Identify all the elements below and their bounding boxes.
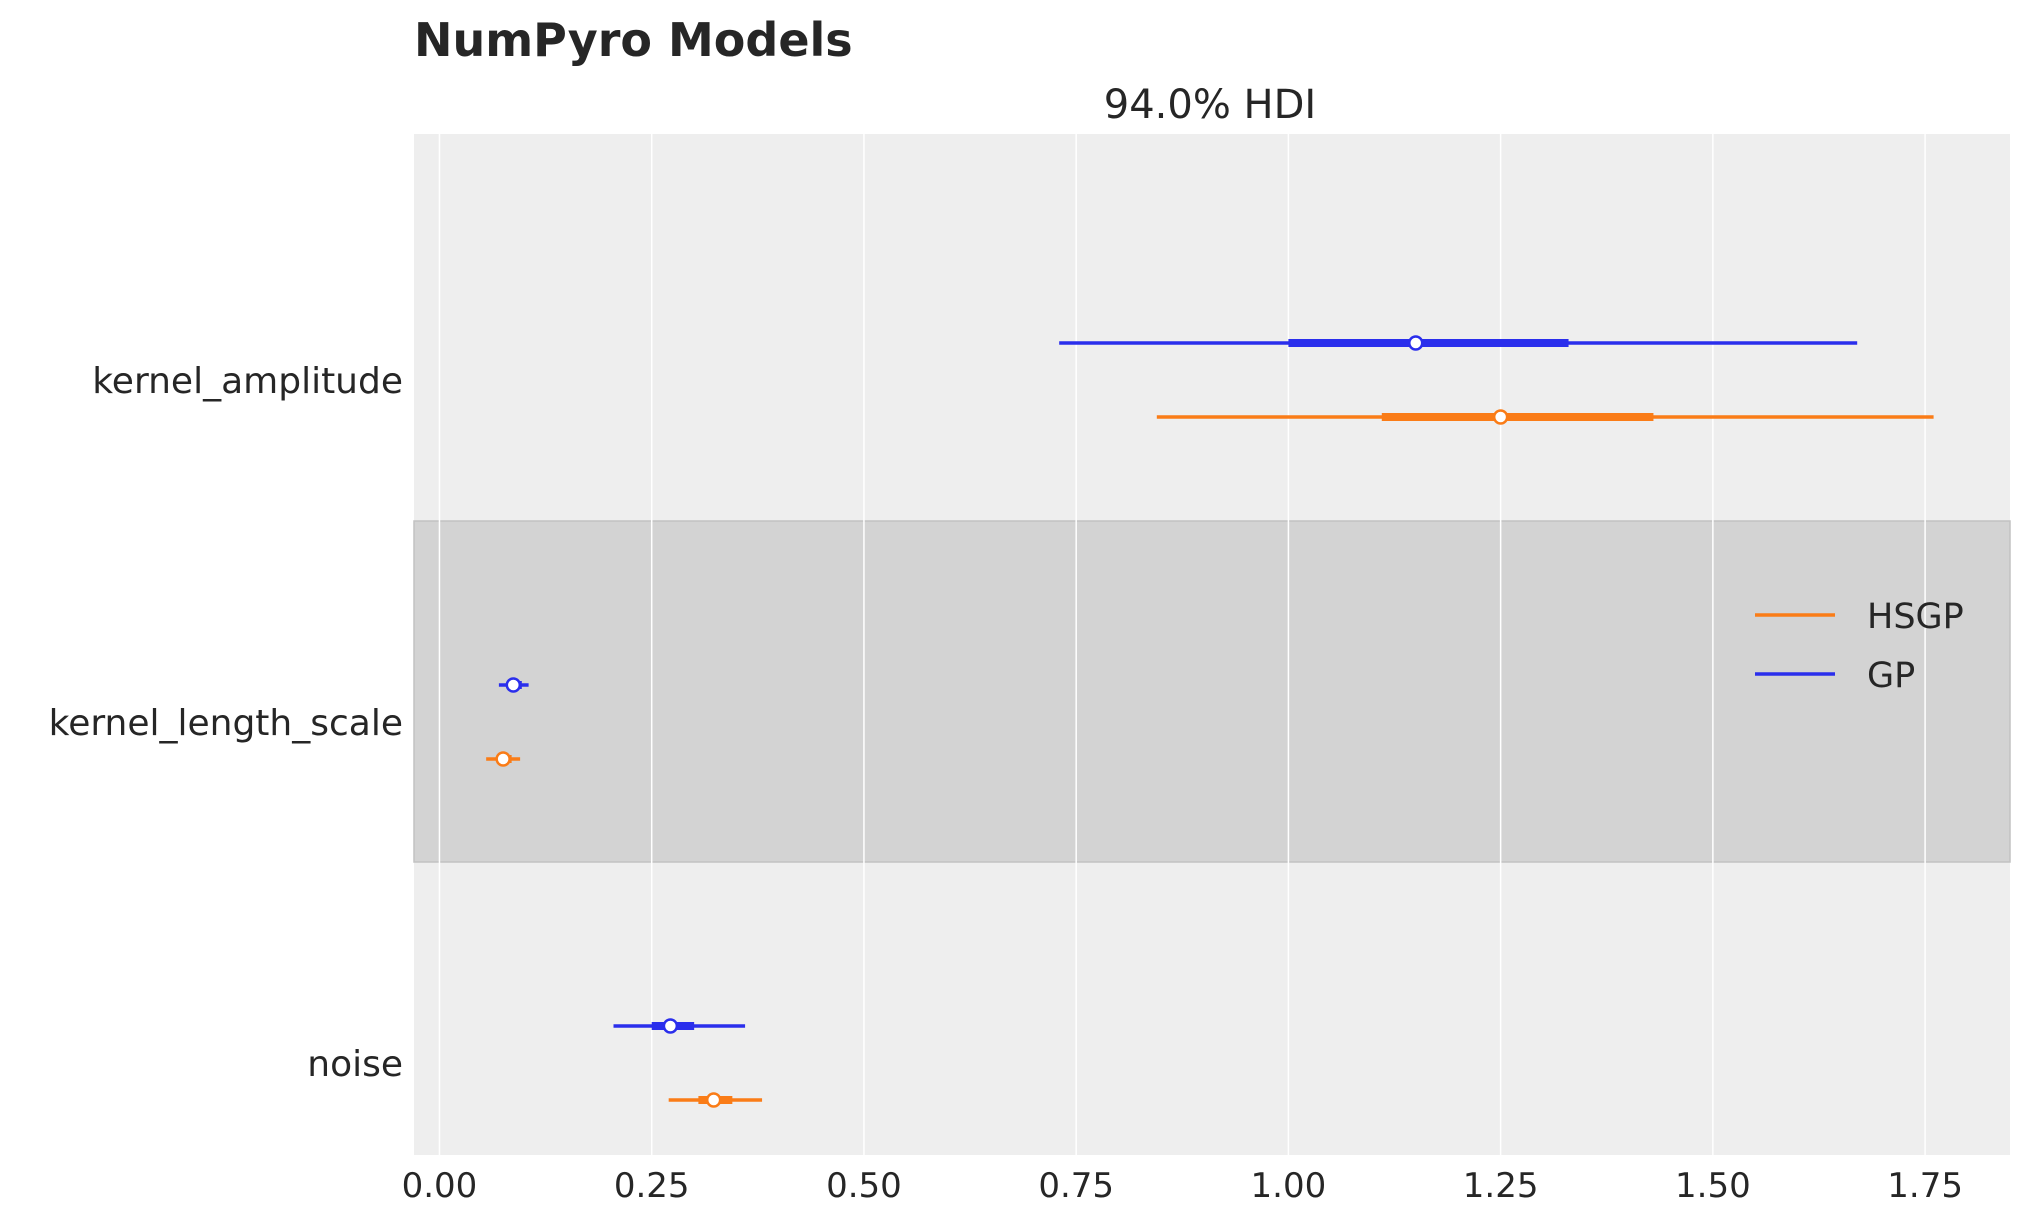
axes-title: 94.0% HDI [1104,82,1316,128]
x-tick-label: 0.25 [614,1166,690,1206]
legend: HSGP GP [1755,597,1964,696]
x-tick-label: 1.00 [1251,1166,1327,1206]
plot-area: 0.00 0.25 0.50 0.75 1.00 1.25 1.50 1.75 kernel_a… [49,134,2011,1206]
x-tick-label: 1.25 [1463,1166,1539,1206]
y-tick-label-noise: noise [307,1044,403,1085]
gp-median-point-kernel-length-scale [505,677,522,693]
y-tick-label-kernel-length-scale: kernel_length_scale [49,703,403,744]
hsgp-median-point-kernel-amplitude [1492,409,1509,425]
x-tick-label: 0.00 [402,1166,478,1206]
x-tick-label: 0.75 [1038,1166,1114,1206]
x-tick-label: 0.50 [826,1166,902,1206]
legend-label-gp: GP [1867,656,1915,696]
figure-suptitle: NumPyro Models [414,13,853,67]
x-tick-label: 1.75 [1887,1166,1963,1206]
hsgp-median-point-noise [705,1092,722,1108]
gp-median-point-noise [662,1018,679,1034]
gp-median-point-kernel-amplitude [1407,335,1424,351]
x-tick-label: 1.50 [1675,1166,1751,1206]
y-tick-label-kernel-amplitude: kernel_amplitude [92,361,403,402]
hsgp-median-point-kernel-length-scale [495,751,511,767]
highlight-band-kernel-length-scale [413,520,2011,863]
legend-label-hsgp: HSGP [1867,597,1964,637]
